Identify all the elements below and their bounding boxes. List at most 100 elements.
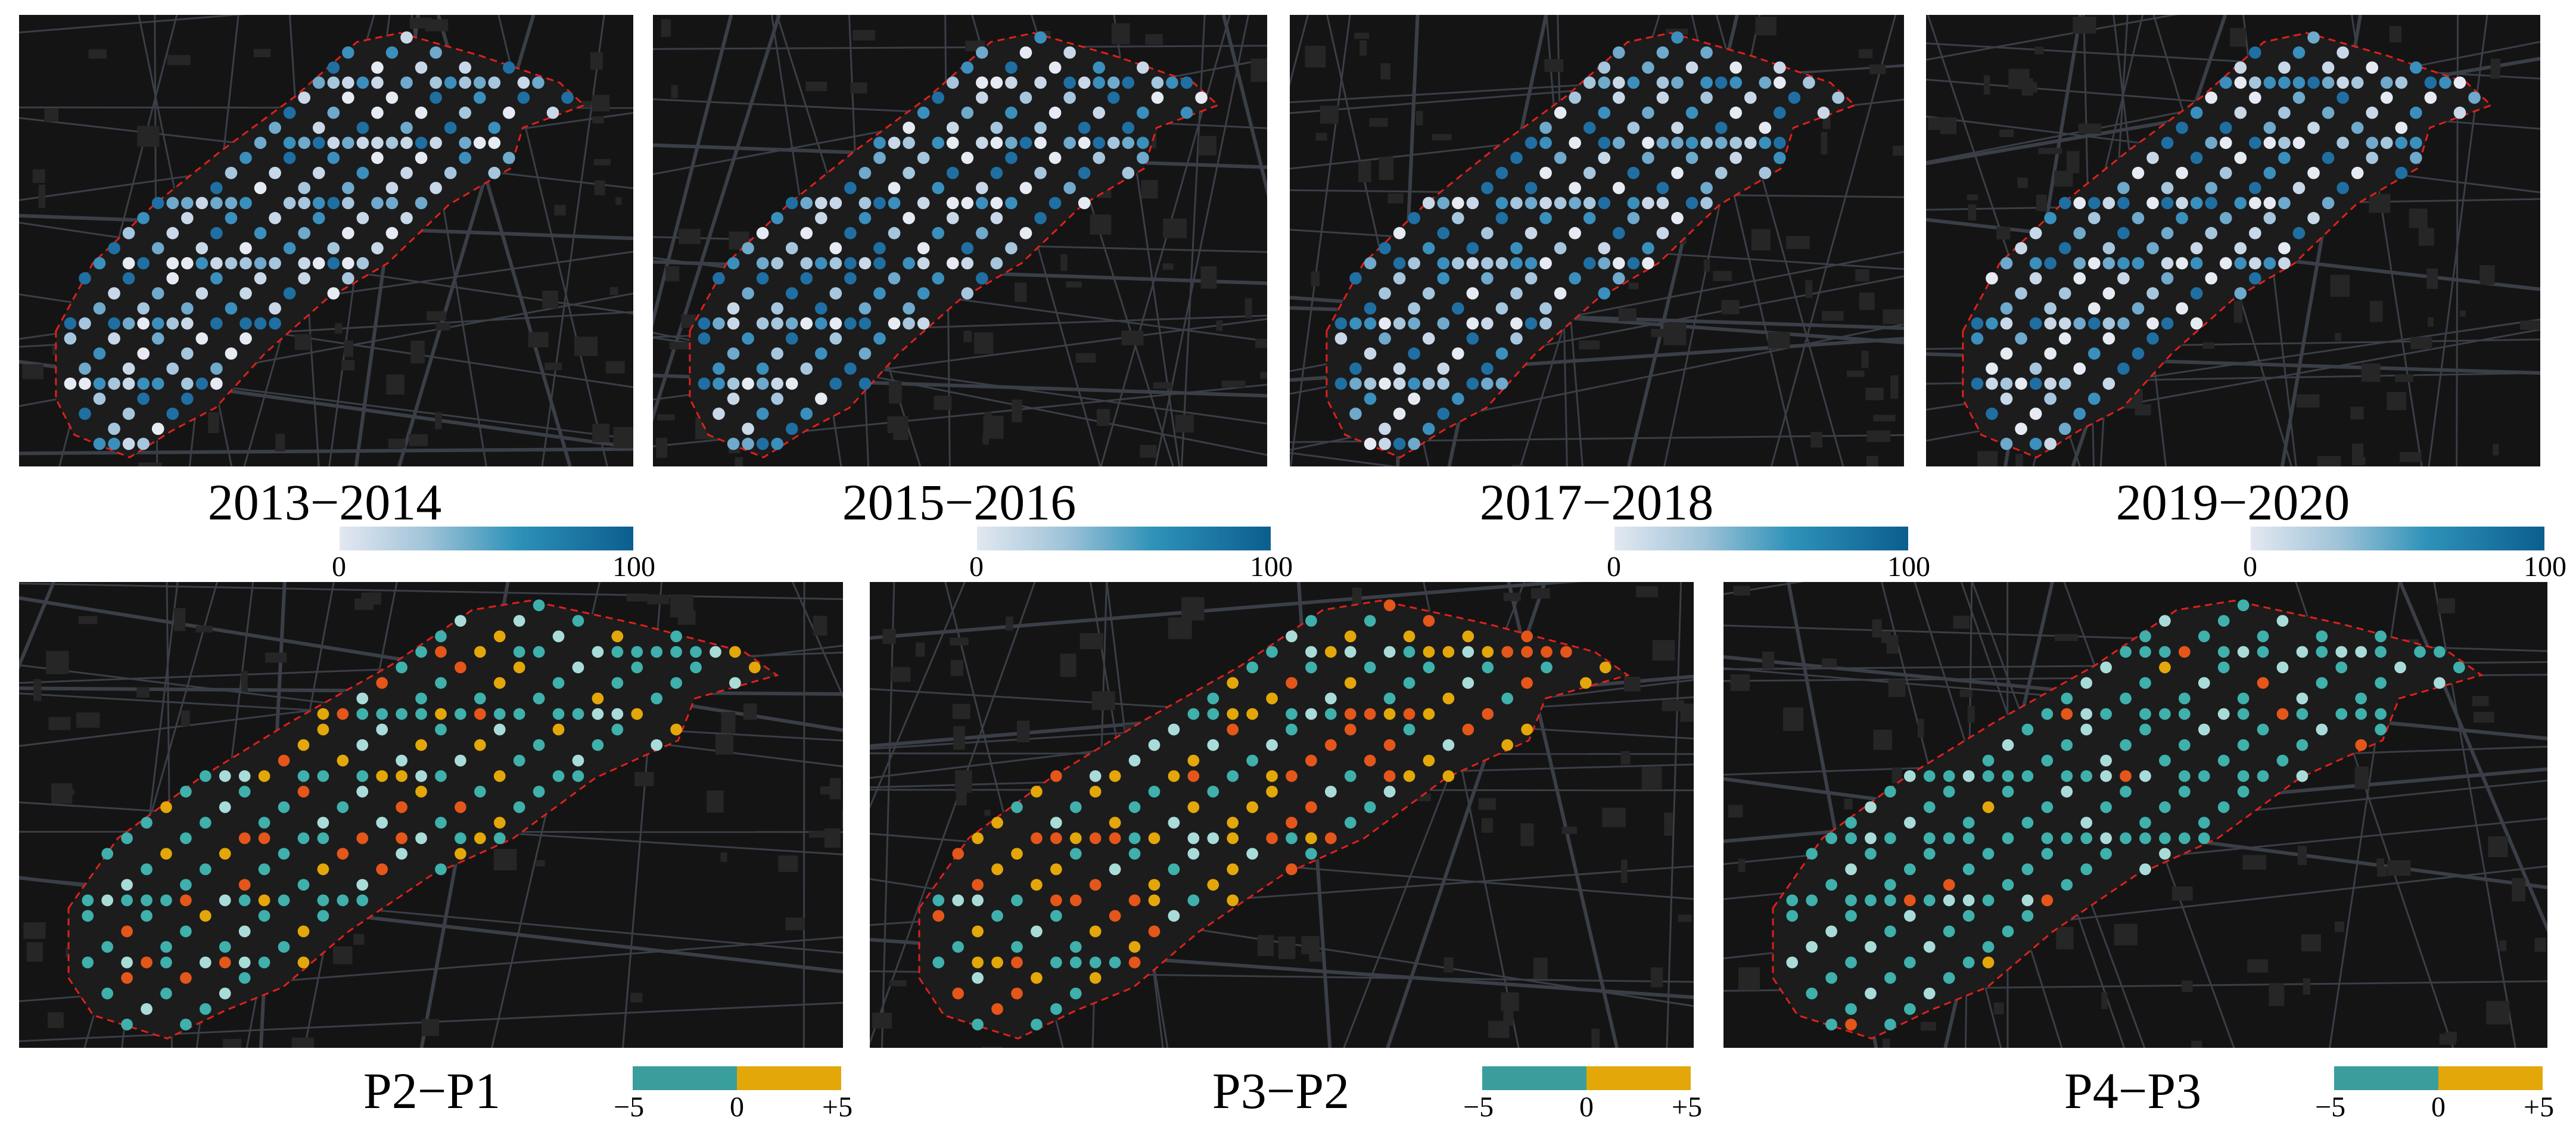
sample-point	[1642, 136, 1654, 150]
sample-point	[141, 1003, 153, 1015]
sample-point	[2380, 136, 2393, 150]
sample-point	[166, 317, 179, 330]
building	[973, 332, 994, 354]
sample-point	[2102, 287, 2115, 300]
sample-point	[444, 76, 457, 89]
building	[493, 849, 517, 871]
sample-point	[219, 770, 231, 782]
sample-point	[1408, 211, 1420, 225]
sample-point	[254, 257, 267, 270]
sample-point	[258, 863, 270, 876]
sample-point	[917, 106, 930, 119]
sample-point	[2073, 407, 2086, 420]
building	[2036, 194, 2047, 211]
sample-point	[455, 615, 466, 627]
building	[1121, 330, 1144, 346]
sample-point	[1569, 272, 1581, 285]
sample-point	[254, 272, 267, 285]
sample-point	[1019, 46, 1032, 59]
sample-point	[1656, 91, 1669, 104]
sample-point	[2296, 739, 2309, 751]
sample-point	[1069, 832, 1082, 844]
sample-point	[2120, 832, 2132, 844]
sample-point	[2178, 739, 2191, 751]
sample-point	[1884, 786, 1896, 798]
sample-point	[1462, 723, 1474, 736]
colorbar-max-label: +5	[822, 1091, 853, 1123]
sample-point	[385, 91, 399, 104]
sample-point	[312, 257, 325, 270]
sample-point	[858, 347, 872, 360]
sample-point	[2276, 661, 2289, 674]
sample-point	[493, 817, 506, 829]
sample-point	[79, 317, 91, 330]
sample-point	[2073, 257, 2086, 270]
sample-point	[1656, 76, 1669, 89]
building	[1359, 40, 1367, 56]
sample-point	[1521, 646, 1533, 658]
sample-point	[1700, 197, 1713, 210]
sample-point	[1227, 894, 1239, 907]
sample-point	[1034, 211, 1047, 225]
sample-point	[2087, 317, 2101, 330]
building	[421, 1019, 439, 1037]
building	[1678, 914, 1692, 922]
sample-point	[1128, 894, 1141, 907]
building	[665, 266, 680, 282]
building	[33, 679, 42, 701]
sample-point	[2041, 801, 2054, 813]
building	[891, 667, 911, 682]
sample-point	[727, 437, 740, 450]
building	[2066, 151, 2080, 173]
building	[2387, 392, 2406, 410]
building	[409, 434, 428, 447]
building	[574, 337, 598, 356]
sample-point	[278, 894, 290, 907]
sample-point	[327, 61, 340, 74]
building	[1140, 444, 1157, 458]
building	[1641, 767, 1662, 790]
sample-point	[181, 377, 194, 390]
building	[842, 810, 843, 828]
building	[950, 659, 963, 676]
sample-point	[2100, 801, 2112, 813]
sample-point	[1286, 708, 1298, 720]
sample-point	[1031, 786, 1043, 798]
sample-point	[2041, 894, 2054, 907]
sample-point	[298, 91, 310, 104]
sample-point	[1786, 956, 1799, 969]
road	[1926, 42, 2540, 80]
sample-point	[238, 972, 251, 984]
sample-point	[1642, 61, 1654, 74]
sample-point	[1137, 151, 1149, 164]
sample-point	[2159, 708, 2171, 720]
sample-point	[180, 972, 192, 984]
sample-point	[2058, 377, 2071, 390]
building	[542, 291, 558, 309]
sample-point	[2002, 879, 2014, 891]
building	[2242, 855, 2266, 870]
building	[850, 82, 867, 94]
sample-point	[199, 910, 211, 922]
sample-point	[2380, 76, 2393, 89]
sample-point	[1437, 227, 1450, 239]
sample-point	[141, 910, 153, 922]
building	[955, 770, 972, 793]
sample-point	[991, 817, 1003, 829]
sample-point	[181, 317, 194, 330]
sample-point	[2355, 692, 2367, 705]
sample-point	[1437, 257, 1450, 270]
building	[2369, 194, 2391, 213]
sample-point	[1583, 211, 1596, 225]
sample-point	[210, 362, 223, 375]
building	[1859, 292, 1875, 310]
building	[435, 322, 450, 331]
building	[1822, 658, 1837, 668]
sample-point	[1943, 894, 1955, 907]
district-boundary	[918, 599, 1630, 1039]
sample-point	[1495, 211, 1508, 225]
sample-point	[1729, 151, 1743, 164]
sample-point	[2000, 437, 2013, 450]
sample-point	[2355, 739, 2367, 751]
building	[1145, 34, 1163, 45]
